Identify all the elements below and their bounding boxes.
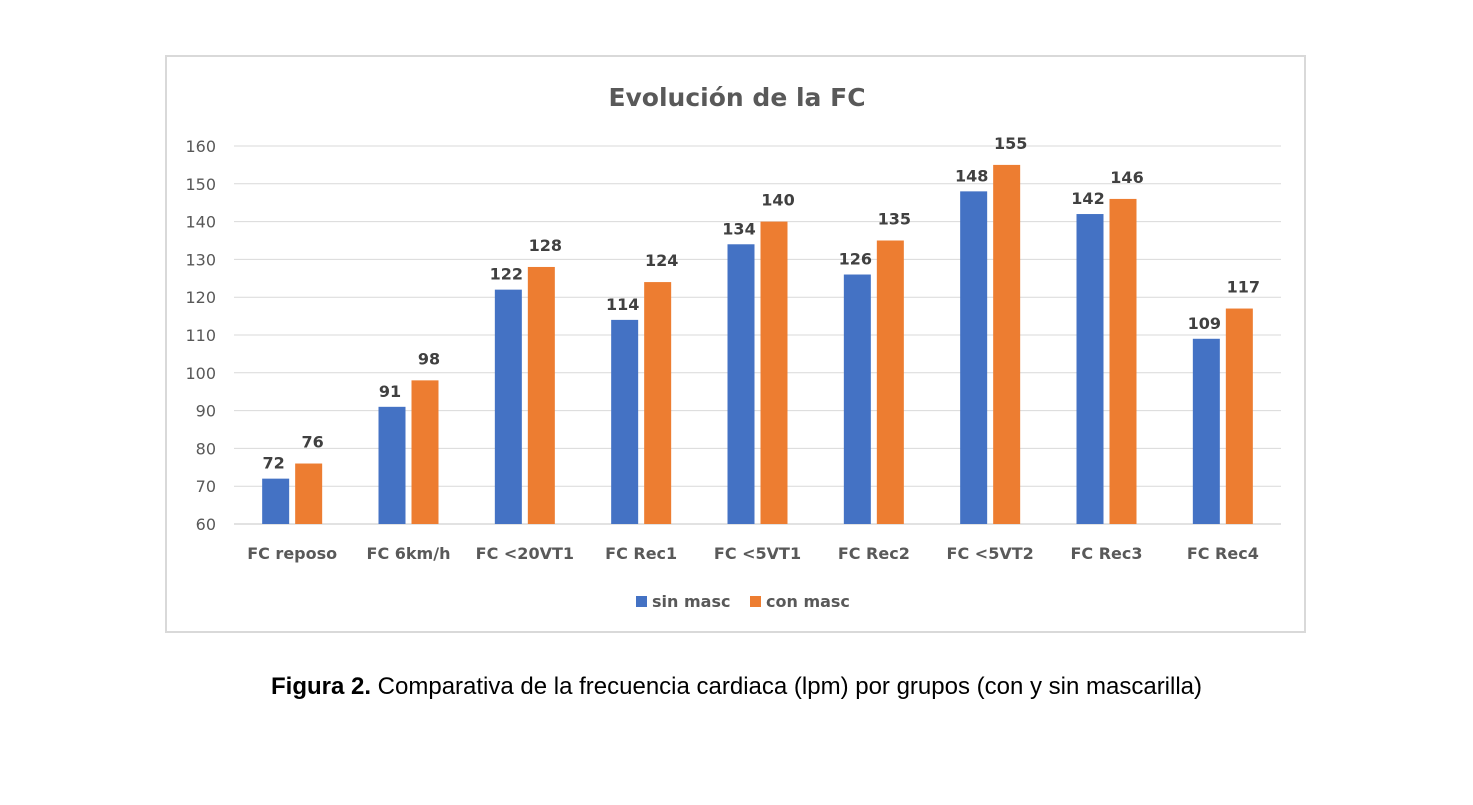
x-tick-label: FC Rec4 [1187, 544, 1259, 563]
bar [527, 266, 555, 524]
chart-frame: Evolución de la FC 60 70 80 90 100 110 120 130 1… [165, 55, 1306, 633]
bar [760, 221, 788, 524]
bar [411, 380, 439, 524]
bar [1225, 308, 1253, 524]
legend-swatch [636, 596, 647, 607]
data-label: 122 [490, 265, 523, 284]
bar [993, 164, 1021, 524]
y-tick-label: 150 [185, 175, 216, 194]
y-tick-label: 80 [196, 439, 216, 458]
legend-label: sin masc [652, 592, 730, 611]
data-label: 76 [302, 433, 324, 452]
x-tick-label: FC <5VT1 [714, 544, 801, 563]
x-axis-categories: FC reposo FC 6km/h FC <20VT1 FC Rec1 FC <5VT… [247, 544, 1259, 563]
bar [843, 274, 871, 524]
y-tick-label: 160 [185, 137, 216, 156]
y-tick-label: 130 [185, 250, 216, 269]
bar [727, 244, 755, 524]
y-tick-label: 110 [185, 326, 216, 345]
y-tick-label: 140 [185, 213, 216, 232]
x-tick-label: FC Rec2 [838, 544, 910, 563]
data-label: 146 [1110, 168, 1143, 187]
data-label: 155 [994, 134, 1027, 153]
data-label: 126 [839, 250, 872, 269]
x-tick-label: FC <20VT1 [476, 544, 574, 563]
chart-title: Evolución de la FC [608, 83, 865, 112]
bar [1192, 338, 1220, 524]
caption-label: Figura 2. [270, 673, 372, 700]
gridlines [234, 145, 1281, 525]
figure-caption: Figura 2. Comparativa de la frecuencia c… [0, 673, 1473, 701]
data-label: 117 [1227, 278, 1260, 297]
bar [644, 282, 672, 524]
data-label: 98 [418, 349, 440, 368]
bar [1076, 214, 1104, 525]
bar [295, 463, 323, 524]
data-label: 140 [761, 191, 794, 210]
x-tick-label: FC <5VT2 [947, 544, 1034, 563]
data-label: 148 [955, 166, 988, 185]
y-tick-label: 70 [196, 477, 216, 496]
x-tick-label: FC 6km/h [367, 544, 451, 563]
data-labels: 72 76 91 98 122 128 114 124 134 140 126 135 148 155 14… [263, 134, 1261, 473]
bars [262, 164, 1253, 525]
x-tick-label: FC Rec1 [605, 544, 677, 563]
y-tick-label: 90 [196, 402, 216, 421]
bar [876, 240, 904, 524]
bar [378, 406, 406, 524]
y-tick-label: 100 [185, 364, 216, 383]
bar [960, 191, 988, 525]
data-label: 114 [606, 295, 639, 314]
bar [494, 289, 522, 524]
y-axis-ticks: 60 70 80 90 100 110 120 130 140 150 160 [185, 137, 216, 534]
data-label: 142 [1071, 189, 1104, 208]
caption-text: Comparativa de la frecuencia cardiaca (l… [371, 673, 1203, 700]
legend-label: con masc [766, 592, 850, 611]
bar [1109, 198, 1137, 525]
bar [611, 319, 639, 524]
x-tick-label: FC Rec3 [1070, 544, 1142, 563]
y-tick-label: 60 [196, 515, 216, 534]
x-tick-label: FC reposo [247, 544, 337, 563]
data-label: 135 [878, 210, 911, 229]
bar [262, 478, 290, 524]
data-label: 72 [263, 454, 285, 473]
legend-swatch [750, 596, 761, 607]
data-label: 91 [379, 382, 401, 401]
y-tick-label: 120 [185, 288, 216, 307]
bar-chart: Evolución de la FC 60 70 80 90 100 110 120 130 1… [185, 83, 1281, 611]
data-label: 109 [1188, 314, 1221, 333]
data-label: 134 [722, 219, 755, 238]
legend: sin masc con masc [636, 592, 850, 611]
data-label: 124 [645, 251, 678, 270]
data-label: 128 [529, 236, 562, 255]
